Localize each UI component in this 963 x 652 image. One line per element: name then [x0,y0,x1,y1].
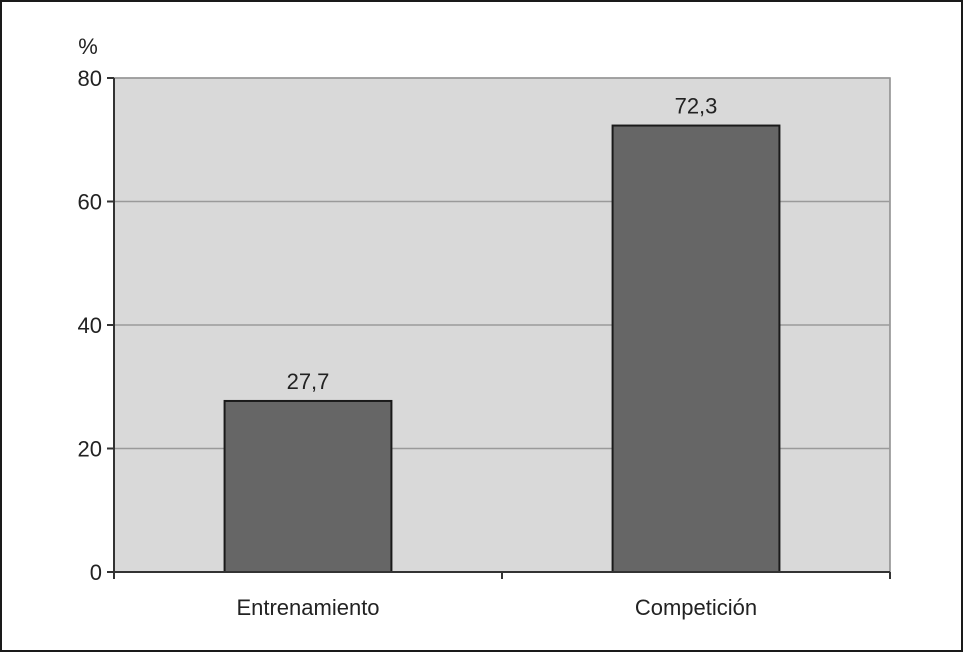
value-labels: 27,7 72,3 [287,94,718,394]
y-tick-label: 0 [90,560,102,585]
y-tick-label: 40 [78,313,102,338]
y-axis-unit-label: % [78,34,98,59]
x-tick-label: Competición [635,595,757,620]
y-tick-label: 20 [78,437,102,462]
data-label: 72,3 [675,94,718,119]
x-tick-label: Entrenamiento [236,595,379,620]
y-tick-label: 80 [78,66,102,91]
data-label: 27,7 [287,369,330,394]
y-tick-label: 60 [78,190,102,215]
bar [611,124,781,574]
y-axis-ticks: 0 20 40 60 80 [78,66,114,585]
x-axis-categories: Entrenamiento Competición [236,595,757,620]
bar [223,399,393,574]
